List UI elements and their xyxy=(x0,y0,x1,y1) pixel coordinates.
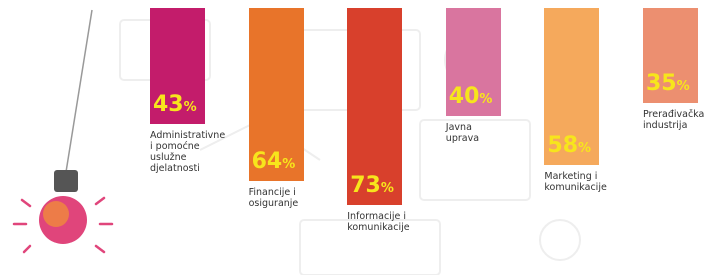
category-label: Administrativne i pomoćne uslužne djelat… xyxy=(150,130,225,174)
value-unit: % xyxy=(282,157,295,172)
value-unit: % xyxy=(578,141,591,156)
value-label: 64% xyxy=(252,151,296,176)
value-unit: % xyxy=(479,92,492,107)
category-label: Javna uprava xyxy=(446,122,479,144)
value-number: 35 xyxy=(646,71,677,96)
value-label: 35% xyxy=(646,73,690,98)
value-label: 73% xyxy=(350,175,394,200)
value-unit: % xyxy=(677,79,690,94)
value-number: 64 xyxy=(252,149,283,174)
category-label: Financije i osiguranje xyxy=(249,187,299,209)
value-unit: % xyxy=(184,100,197,115)
value-label: 58% xyxy=(547,135,591,160)
infographic: 43% Administrativne i pomoćne uslužne dje… xyxy=(0,0,711,275)
value-number: 58 xyxy=(547,133,578,158)
category-label: Informacije i komunikacije xyxy=(347,211,409,233)
value-number: 40 xyxy=(449,84,480,109)
value-number: 73 xyxy=(350,173,381,198)
value-label: 40% xyxy=(449,86,493,111)
value-number: 43 xyxy=(153,92,184,117)
category-label: Prerađivačka industrija xyxy=(643,109,704,131)
category-label: Marketing i komunikacije xyxy=(544,171,606,193)
value-label: 43% xyxy=(153,94,197,119)
value-unit: % xyxy=(381,181,394,196)
